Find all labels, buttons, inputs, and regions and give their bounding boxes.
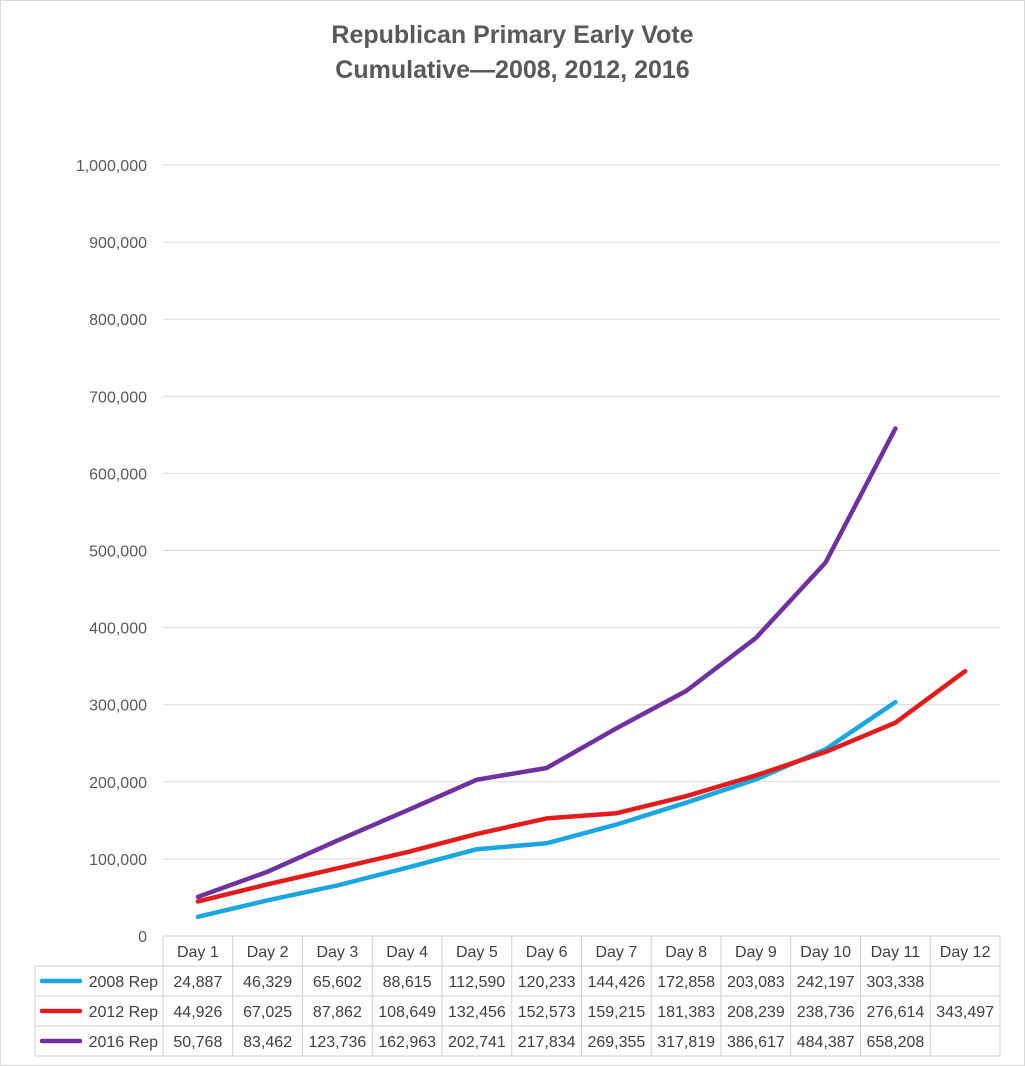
data-label: 132,456 bbox=[448, 1004, 506, 1021]
y-tick-label: 500,000 bbox=[89, 544, 147, 561]
series-lines bbox=[195, 426, 968, 920]
data-label: 303,338 bbox=[866, 974, 924, 991]
x-tick-label: Day 12 bbox=[940, 944, 991, 961]
data-label: 162,963 bbox=[378, 1034, 436, 1051]
data-label: 88,615 bbox=[383, 974, 432, 991]
data-label: 44,926 bbox=[173, 1004, 222, 1021]
y-tick-label: 900,000 bbox=[89, 235, 147, 252]
data-label: 484,387 bbox=[797, 1034, 855, 1051]
data-label: 159,215 bbox=[587, 1004, 645, 1021]
chart-title-line-1: Republican Primary Early Vote bbox=[331, 21, 694, 49]
data-label: 181,383 bbox=[657, 1004, 715, 1021]
data-label: 203,083 bbox=[727, 974, 785, 991]
y-tick-label: 600,000 bbox=[89, 466, 147, 483]
data-label: 658,208 bbox=[866, 1034, 924, 1051]
y-tick-label: 200,000 bbox=[89, 775, 147, 792]
data-label: 202,741 bbox=[448, 1034, 506, 1051]
data-label: 87,862 bbox=[313, 1004, 362, 1021]
chart-title-line-2: Cumulative—2008, 2012, 2016 bbox=[335, 56, 690, 84]
data-label: 208,239 bbox=[727, 1004, 785, 1021]
data-label: 65,602 bbox=[313, 974, 362, 991]
series-line-2008-rep bbox=[195, 699, 898, 920]
x-tick-label: Day 1 bbox=[177, 944, 219, 961]
y-tick-label: 1,000,000 bbox=[76, 158, 147, 175]
gridlines bbox=[163, 164, 1000, 860]
data-table: Day 1 Day 2 Day 3 Day 4 Day 5 Day 6 Day 7 Day 8… bbox=[34, 935, 1001, 1057]
chart-title: Republican Primary Early Vote Cumulative… bbox=[0, 18, 1025, 88]
y-tick-label: 400,000 bbox=[89, 621, 147, 638]
data-label: 238,736 bbox=[797, 1004, 855, 1021]
data-label: 108,649 bbox=[378, 1004, 436, 1021]
data-label: 46,329 bbox=[243, 974, 292, 991]
data-label: 217,834 bbox=[518, 1034, 576, 1051]
x-tick-label: Day 9 bbox=[735, 944, 777, 961]
x-tick-label: Day 10 bbox=[800, 944, 851, 961]
data-label: 386,617 bbox=[727, 1034, 785, 1051]
legend-label: 2012 Rep bbox=[89, 1004, 158, 1021]
data-label: 144,426 bbox=[587, 974, 645, 991]
y-tick-label: 700,000 bbox=[89, 389, 147, 406]
series-line-2016-rep bbox=[195, 426, 898, 900]
data-label: 50,768 bbox=[173, 1034, 222, 1051]
data-label: 276,614 bbox=[866, 1004, 924, 1021]
x-tick-label: Day 2 bbox=[247, 944, 289, 961]
data-label: 242,197 bbox=[797, 974, 855, 991]
x-tick-label: Day 7 bbox=[595, 944, 637, 961]
data-label: 123,736 bbox=[308, 1034, 366, 1051]
data-label: 152,573 bbox=[518, 1004, 576, 1021]
data-label: 67,025 bbox=[243, 1004, 292, 1021]
data-label: 172,858 bbox=[657, 974, 715, 991]
legend-label: 2008 Rep bbox=[89, 974, 158, 991]
y-tick-label: 300,000 bbox=[89, 698, 147, 715]
y-tick-label: 0 bbox=[138, 929, 147, 946]
y-axis: 0 100,000 200,000 300,000 400,000 500,000 600,… bbox=[76, 158, 147, 946]
x-tick-label: Day 6 bbox=[526, 944, 568, 961]
data-label: 24,887 bbox=[173, 974, 222, 991]
x-tick-label: Day 3 bbox=[316, 944, 358, 961]
y-tick-label: 800,000 bbox=[89, 312, 147, 329]
x-tick-label: Day 4 bbox=[386, 944, 428, 961]
data-label: 120,233 bbox=[518, 974, 576, 991]
x-tick-label: Day 11 bbox=[871, 944, 921, 961]
legend-label: 2016 Rep bbox=[89, 1034, 158, 1051]
x-tick-label: Day 5 bbox=[456, 944, 498, 961]
x-tick-label: Day 8 bbox=[665, 944, 707, 961]
data-label: 269,355 bbox=[587, 1034, 645, 1051]
y-tick-label: 100,000 bbox=[89, 852, 147, 869]
data-label: 317,819 bbox=[657, 1034, 715, 1051]
data-label: 343,497 bbox=[936, 1004, 994, 1021]
series-line-2012-rep bbox=[195, 668, 968, 904]
data-label: 83,462 bbox=[243, 1034, 292, 1051]
data-label: 112,590 bbox=[449, 974, 506, 991]
